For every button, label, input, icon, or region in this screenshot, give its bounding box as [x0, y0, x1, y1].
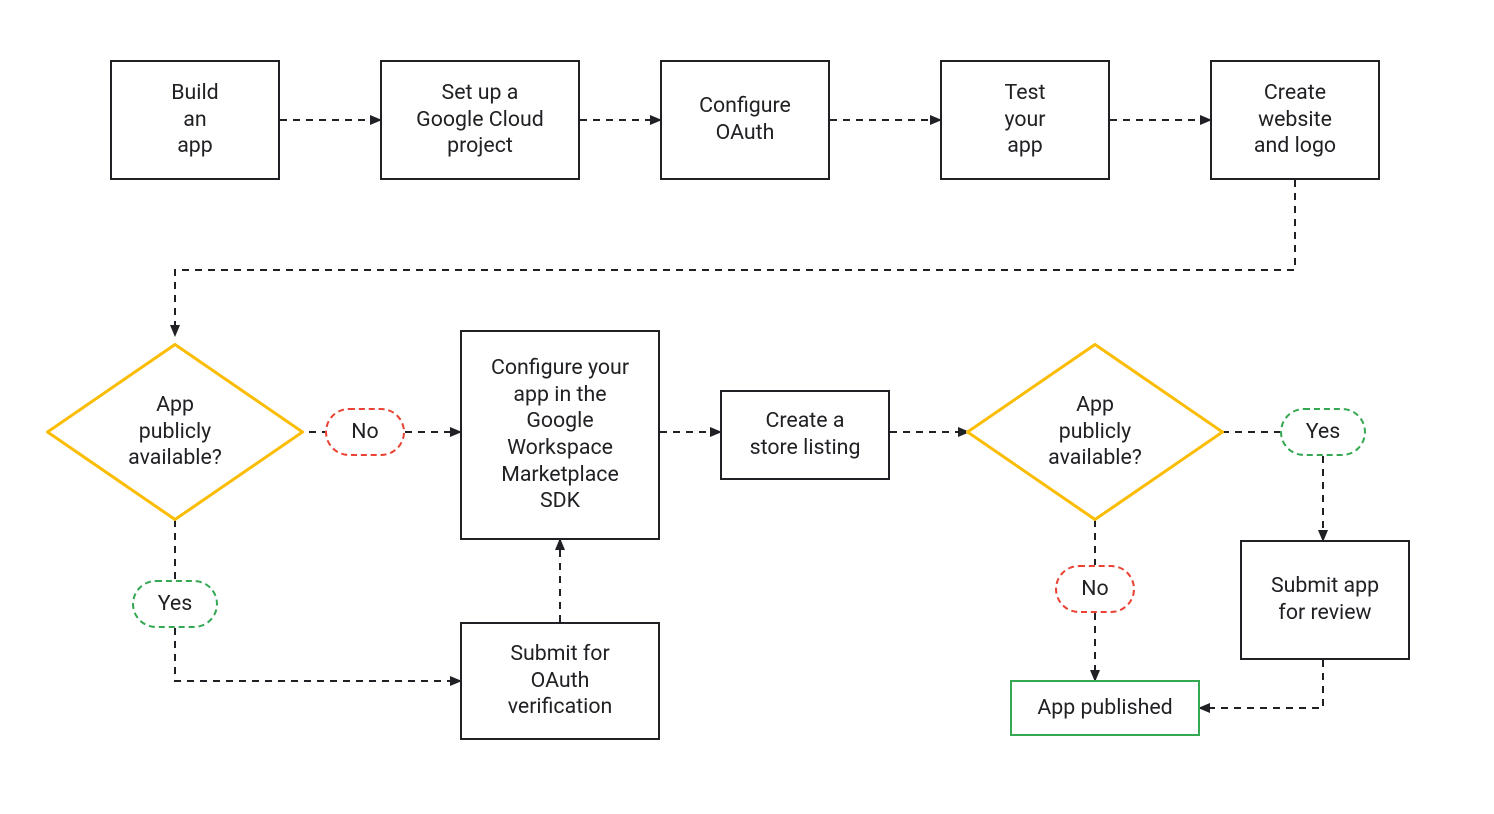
node-configure_sdk: Configure your app in the Google Workspa… — [460, 330, 660, 540]
node-pill_no1: No — [325, 408, 405, 456]
node-dec2-label: App publicly available? — [966, 343, 1224, 521]
node-submit_oauth: Submit for OAuth verification — [460, 622, 660, 740]
node-published: App published — [1010, 680, 1200, 736]
node-test: Test your app — [940, 60, 1110, 180]
node-pill_yes1: Yes — [132, 580, 218, 628]
node-dec1-label: App publicly available? — [46, 343, 304, 521]
node-submit_review: Submit app for review — [1240, 540, 1410, 660]
edge-create-dec1 — [175, 180, 1295, 335]
edge-yes1-oauth — [175, 628, 460, 681]
flowchart-canvas: Build an app Set up a Google Cloud projec… — [0, 0, 1494, 814]
node-store_listing: Create a store listing — [720, 390, 890, 480]
node-pill_yes2: Yes — [1280, 408, 1366, 456]
node-dec1: App publicly available? — [46, 343, 304, 521]
edge-review-published — [1200, 660, 1323, 708]
node-create_site: Create website and logo — [1210, 60, 1380, 180]
node-build: Build an app — [110, 60, 280, 180]
node-setup: Set up a Google Cloud project — [380, 60, 580, 180]
node-pill_no2: No — [1055, 565, 1135, 613]
node-dec2: App publicly available? — [966, 343, 1224, 521]
node-configure_oauth: Configure OAuth — [660, 60, 830, 180]
